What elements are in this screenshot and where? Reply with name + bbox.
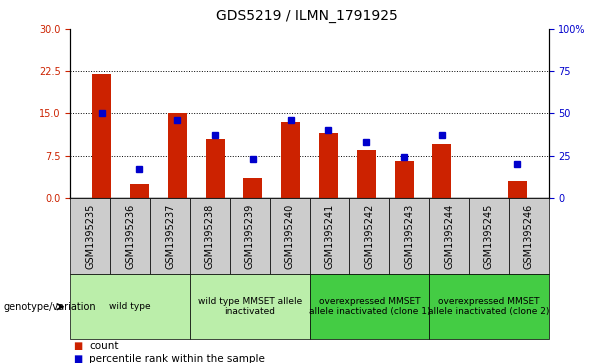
Bar <box>432 144 451 198</box>
Text: count: count <box>89 340 118 351</box>
Text: GSM1395241: GSM1395241 <box>324 203 335 269</box>
Text: overexpressed MMSET
allele inactivated (clone 1): overexpressed MMSET allele inactivated (… <box>308 297 430 317</box>
Bar <box>281 122 300 198</box>
Bar <box>130 184 149 198</box>
Bar <box>508 181 527 198</box>
Text: percentile rank within the sample: percentile rank within the sample <box>89 354 265 363</box>
Text: GSM1395237: GSM1395237 <box>165 203 175 269</box>
Text: GSM1395245: GSM1395245 <box>484 203 494 269</box>
Bar <box>168 113 187 198</box>
Bar <box>205 139 224 198</box>
Bar <box>357 150 376 198</box>
Text: GDS5219 / ILMN_1791925: GDS5219 / ILMN_1791925 <box>216 9 397 23</box>
Text: GSM1395235: GSM1395235 <box>85 203 96 269</box>
Text: GSM1395240: GSM1395240 <box>284 203 295 269</box>
Bar <box>92 74 111 198</box>
Bar <box>319 133 338 198</box>
Text: GSM1395243: GSM1395243 <box>404 203 414 269</box>
Text: GSM1395239: GSM1395239 <box>245 203 255 269</box>
Text: GSM1395238: GSM1395238 <box>205 203 215 269</box>
Text: genotype/variation: genotype/variation <box>3 302 96 312</box>
Text: overexpressed MMSET
allele inactivated (clone 2): overexpressed MMSET allele inactivated (… <box>428 297 550 317</box>
Bar <box>243 178 262 198</box>
Text: wild type: wild type <box>110 302 151 311</box>
Text: wild type MMSET allele
inactivated: wild type MMSET allele inactivated <box>197 297 302 317</box>
Text: GSM1395236: GSM1395236 <box>125 203 135 269</box>
Text: ■: ■ <box>74 340 83 351</box>
Text: GSM1395244: GSM1395244 <box>444 203 454 269</box>
Bar <box>395 161 414 198</box>
Text: GSM1395242: GSM1395242 <box>364 203 375 269</box>
Text: ■: ■ <box>74 354 83 363</box>
Text: GSM1395246: GSM1395246 <box>524 203 534 269</box>
